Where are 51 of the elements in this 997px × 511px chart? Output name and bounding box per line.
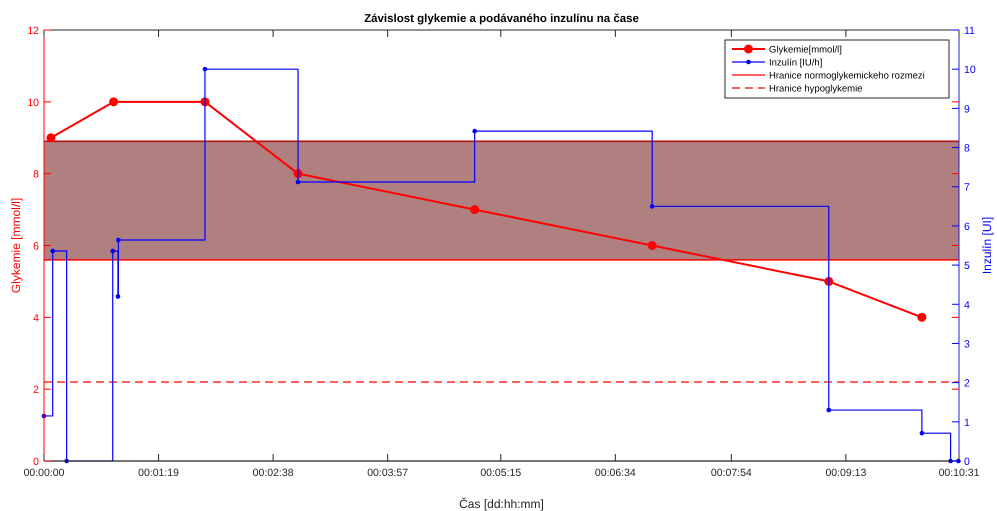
y2-tick-label: 9 [964,103,970,116]
y2-tick-label: 8 [964,142,970,155]
point [648,241,657,250]
point [109,97,118,106]
y2-tick-label: 11 [964,25,976,37]
point [116,238,121,242]
x-tick-label: 00:03:57 [367,467,408,479]
point [116,294,120,299]
y-tick-label: 8 [33,168,40,181]
y2-tick-label: 7 [964,182,970,194]
x-tick-label: 00:07:54 [710,467,752,479]
y-tick-label: 2 [33,384,40,396]
y2-tick-label: 1 [964,416,970,429]
y2-tick-label: 0 [964,456,970,468]
y2-tick-label: 2 [964,378,970,390]
y-tick-label: 6 [33,240,40,252]
point [46,133,56,142]
y-tick-label: 4 [33,312,40,324]
point [110,248,116,254]
point [296,180,300,184]
y2-tick-label: 5 [964,260,970,272]
x-tick-label: 00:00:00 [24,467,65,479]
point [470,205,480,214]
point [917,312,926,322]
y2-axis-title: Inzulín [UI] [980,216,994,274]
point [472,128,477,134]
point [202,66,208,72]
y2-tick-label: 3 [964,338,970,350]
x-tick-label: 00:06:34 [594,467,636,479]
x-tick-label: 00:02:38 [252,467,294,479]
point [920,430,924,436]
legend-label: Inzulín [IU/h] [769,58,822,68]
y-axis-title: Glykemie [mmol/l] [9,198,23,294]
x-tick-label: 00:09:13 [825,467,866,479]
chart-title: Závislost glykemie a podávaného inzulínu na čase [364,13,639,25]
x-tick-label: 00:01:19 [138,467,180,479]
x-tick-label: 00:05:15 [480,467,522,479]
y2-tick-label: 10 [964,64,976,76]
point [650,204,654,209]
legend-label: Hranice hypoglykemie [769,84,862,94]
x-axis-title: Čas [dd:hh:mm] [459,497,544,511]
x-tick-label: 00:10:31 [938,467,980,479]
y-tick-label: 12 [27,25,40,37]
legend-label: Hranice normoglykemickeho rozmezi [769,70,925,82]
legend-label: Glykemie[mmol/l] [769,44,842,56]
y-tick-label: 10 [27,96,40,109]
y2-tick-label: 4 [964,299,970,312]
point [50,248,55,254]
y2-tick-label: 6 [964,220,970,233]
y-tick-label: 0 [33,456,40,468]
point [826,408,832,412]
